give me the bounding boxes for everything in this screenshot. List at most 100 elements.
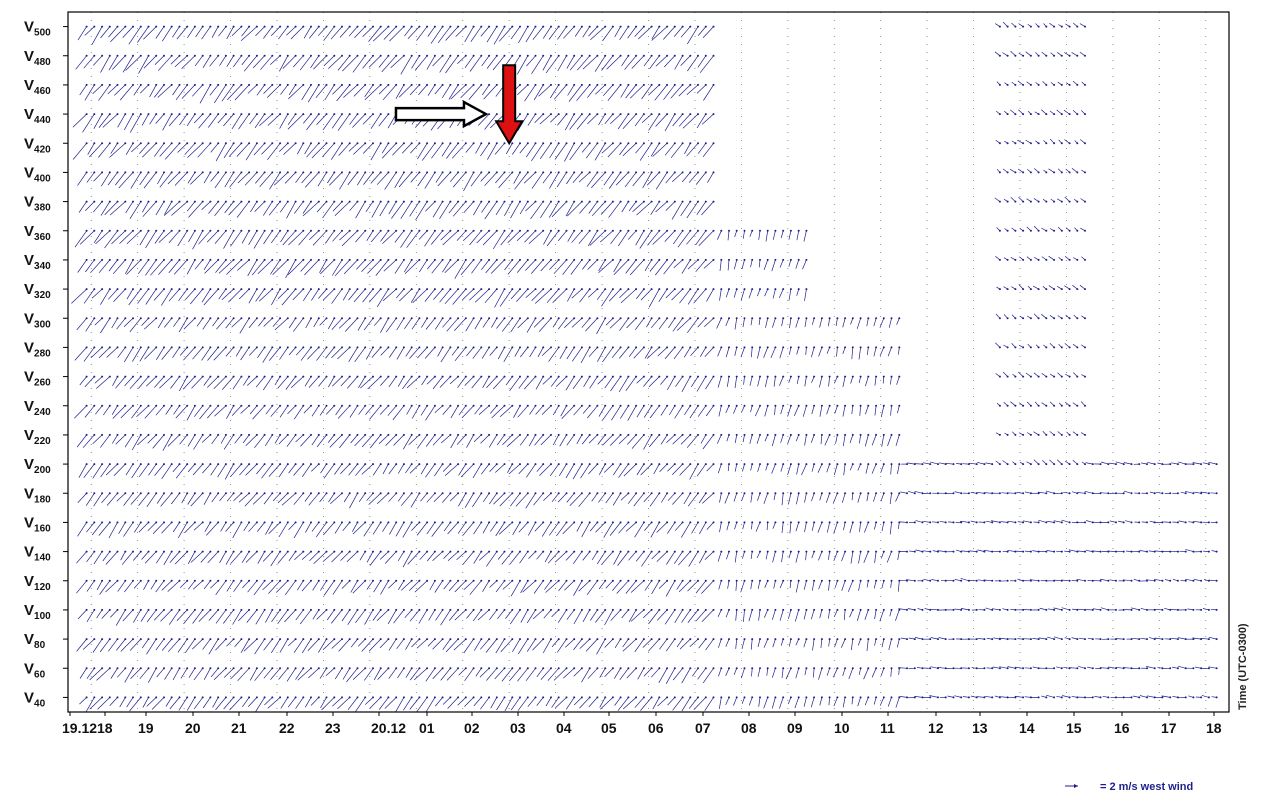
wind-barb-dot <box>170 25 173 28</box>
wind-barb <box>133 84 142 96</box>
wind-barb <box>504 259 513 271</box>
wind-barb-dot <box>851 346 854 349</box>
wind-barb-dot <box>193 579 196 582</box>
wind-barb-dot <box>735 579 738 582</box>
wind-barb <box>525 288 536 299</box>
wind-barb <box>771 609 776 620</box>
wind-barb <box>82 113 95 133</box>
wind-barb <box>517 259 529 273</box>
wind-barb <box>580 463 590 479</box>
wind-barb-dot <box>782 229 785 232</box>
wind-barb <box>505 609 513 619</box>
wind-barb <box>319 493 327 503</box>
wind-barb-dot <box>364 463 367 466</box>
wind-barb-dot <box>782 492 785 495</box>
wind-barb-dot <box>402 83 405 86</box>
wind-barb <box>779 347 784 359</box>
wind-barb-dot <box>116 229 119 232</box>
wind-barb-dot <box>472 229 475 232</box>
wind-barb <box>573 580 583 596</box>
wind-barb-dot <box>472 83 475 86</box>
wind-barb <box>393 434 405 446</box>
wind-barb <box>888 318 892 328</box>
wind-barb-dot <box>255 521 258 524</box>
wind-barb-dot <box>681 375 684 378</box>
wind-barb <box>226 55 234 67</box>
wind-barb-dot <box>418 200 421 203</box>
wind-barb-dot <box>294 521 297 524</box>
wind-barb-dot <box>573 113 576 116</box>
wind-barb-dot <box>325 54 328 57</box>
wind-barb <box>536 551 544 560</box>
wind-barb <box>440 668 451 681</box>
wind-barb-dot <box>859 608 862 611</box>
wind-barb <box>447 522 459 535</box>
wind-barb <box>266 84 281 98</box>
wind-barb <box>201 201 211 210</box>
wind-barb <box>439 55 451 73</box>
wind-barb-dot <box>635 608 638 611</box>
wind-barb <box>162 434 173 451</box>
wind-barb-dot <box>526 550 529 553</box>
wind-barb-dot <box>503 463 506 466</box>
wind-barb-dot <box>542 258 545 261</box>
wind-barb-dot <box>712 113 715 116</box>
wind-barb <box>485 259 498 274</box>
wind-barb <box>247 259 258 277</box>
wind-barb-dot <box>85 317 88 320</box>
wind-barb-dot <box>511 433 514 436</box>
wind-barb-dot <box>658 142 661 145</box>
wind-barb-dot <box>480 404 483 407</box>
wind-barb <box>86 609 95 623</box>
wind-barb-dot <box>263 550 266 553</box>
wind-barb <box>717 376 722 388</box>
wind-barb-dot <box>139 492 142 495</box>
wind-barb-dot <box>937 463 939 466</box>
wind-barb <box>444 288 459 305</box>
wind-barb <box>230 551 242 564</box>
wind-barb <box>614 668 621 679</box>
wind-barb-dot <box>193 375 196 378</box>
wind-barb-dot <box>101 638 104 641</box>
wind-barb <box>581 522 591 538</box>
wind-barb-dot <box>418 317 421 320</box>
wind-barb-dot <box>186 54 189 57</box>
wind-barb-dot <box>379 317 382 320</box>
wind-barb-dot <box>673 696 676 699</box>
wind-barb-dot <box>132 375 134 378</box>
wind-barb <box>819 609 823 619</box>
wind-barb-dot <box>627 579 630 582</box>
wind-barb <box>566 609 575 620</box>
wind-barb-dot <box>495 258 498 261</box>
wind-barb-dot <box>279 229 282 232</box>
wind-barb-dot <box>132 579 134 582</box>
wind-barb-dot <box>147 667 150 670</box>
wind-barb-dot <box>774 638 777 641</box>
wind-barb <box>287 697 296 708</box>
wind-barb-dot <box>774 375 777 378</box>
wind-barb-dot <box>341 667 343 670</box>
wind-barb <box>699 522 707 535</box>
wind-barb-dot <box>550 696 552 699</box>
wind-barb <box>418 84 428 96</box>
wind-barb-dot <box>534 492 537 495</box>
wind-barb-dot <box>998 113 1001 116</box>
wind-barb-dot <box>573 54 576 57</box>
wind-barb-dot <box>132 142 134 145</box>
wind-barb-dot <box>735 288 738 291</box>
wind-barb <box>820 639 823 648</box>
wind-barb <box>339 172 350 190</box>
wind-barb-dot <box>310 288 312 291</box>
wind-barb <box>125 201 134 214</box>
wind-barb-dot <box>998 463 1001 466</box>
wind-barb <box>78 463 87 478</box>
wind-barb <box>701 580 714 594</box>
wind-barb-dot <box>743 550 746 553</box>
wind-barb-dot <box>658 113 661 116</box>
wind-barb-dot <box>580 492 583 495</box>
wind-barb <box>492 55 505 71</box>
wind-barb <box>655 259 668 276</box>
wind-barb <box>621 609 629 619</box>
wind-barb-dot <box>93 463 96 466</box>
wind-barb-dot <box>588 258 591 261</box>
